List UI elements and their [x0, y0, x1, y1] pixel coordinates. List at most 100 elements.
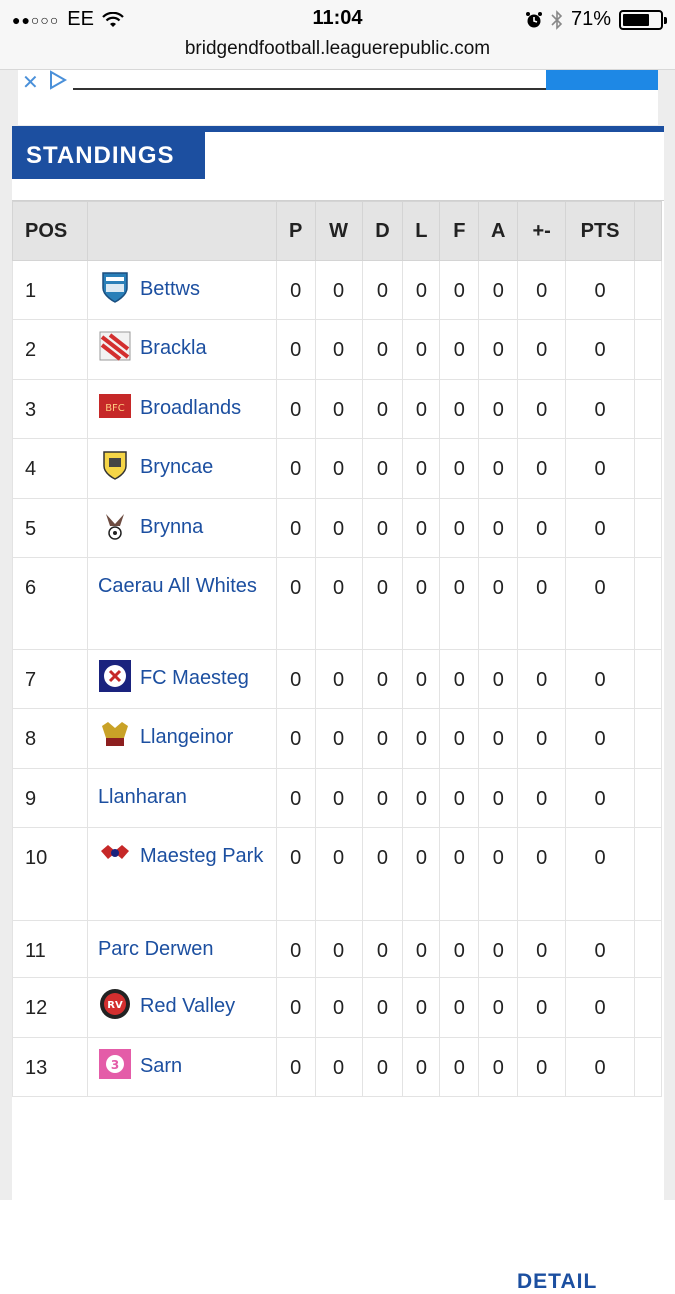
header-drawn[interactable]: D: [361, 201, 404, 261]
team-link[interactable]: Brackla: [139, 337, 207, 359]
row-stat-f: 0: [439, 557, 480, 650]
row-stat-f: 0: [439, 649, 480, 709]
ad-banner[interactable]: ✕: [18, 70, 658, 125]
header-against[interactable]: A: [478, 201, 519, 261]
bluetooth-icon: [551, 9, 563, 30]
row-team: Bettws: [86, 260, 277, 320]
team-crest-icon: [98, 659, 132, 693]
row-stat-p: 0: [275, 649, 316, 709]
row-stat-pts: 0: [565, 977, 636, 1038]
team-link[interactable]: Maesteg Park: [139, 845, 264, 867]
row-stat-f: 0: [439, 379, 480, 439]
row-stat-d: 0: [361, 920, 404, 978]
team-crest-icon: [98, 837, 132, 871]
row-stat-w: 0: [314, 708, 363, 769]
row-position: 10: [12, 827, 88, 921]
team-link[interactable]: Parc Derwen: [97, 938, 214, 960]
header-won[interactable]: W: [314, 201, 363, 261]
header-goal-diff[interactable]: +-: [517, 201, 567, 261]
team-link[interactable]: Bettws: [139, 278, 200, 300]
row-stat-l: 0: [402, 977, 441, 1038]
team-link[interactable]: Brynna: [139, 516, 204, 538]
standings-widget: STANDINGS POS P W D L F A +- PTS 1 Bettws…: [12, 126, 664, 1293]
row-team: RV Red Valley: [86, 977, 277, 1038]
table-row: 2 Brackla 0 0 0 0 0 0 0 0: [12, 319, 662, 380]
team-link[interactable]: Red Valley: [139, 995, 236, 1017]
team-crest-icon: [98, 329, 132, 363]
row-team: Maesteg Park: [86, 827, 277, 921]
row-stat-d: 0: [361, 379, 404, 439]
row-stat-l: 0: [402, 768, 441, 828]
team-link[interactable]: Bryncae: [139, 456, 214, 478]
row-stat-d: 0: [361, 557, 404, 650]
row-stat-pts: 0: [565, 708, 636, 769]
ad-close-icon[interactable]: ✕: [22, 72, 39, 94]
table-row: 1 Bettws 0 0 0 0 0 0 0 0: [12, 260, 662, 320]
team-link[interactable]: Caerau All Whites: [97, 575, 257, 597]
header-pos[interactable]: POS: [12, 201, 88, 261]
header-played[interactable]: P: [275, 201, 316, 261]
url-text: bridgendfootball.leaguerepublic.com: [184, 38, 491, 59]
address-bar[interactable]: bridgendfootball.leaguerepublic.com: [0, 36, 675, 70]
ad-button[interactable]: [546, 70, 658, 90]
row-spacer: [634, 708, 662, 769]
battery-level: [623, 13, 649, 26]
team-link[interactable]: Broadlands: [139, 397, 242, 419]
header-points[interactable]: PTS: [565, 201, 636, 261]
row-stat-pts: 0: [565, 649, 636, 709]
row-stat-p: 0: [275, 379, 316, 439]
row-team: BFC Broadlands: [86, 379, 277, 439]
row-stat-f: 0: [439, 260, 480, 320]
row-stat-diff: 0: [517, 498, 567, 558]
row-stat-d: 0: [361, 649, 404, 709]
row-stat-d: 0: [361, 1037, 404, 1097]
row-stat-d: 0: [361, 319, 404, 380]
row-spacer: [634, 498, 662, 558]
team-crest-icon: RV: [98, 987, 132, 1021]
row-stat-l: 0: [402, 1037, 441, 1097]
row-stat-pts: 0: [565, 827, 636, 921]
row-stat-diff: 0: [517, 827, 567, 921]
row-stat-p: 0: [275, 498, 316, 558]
header-lost[interactable]: L: [402, 201, 441, 261]
row-spacer: [634, 260, 662, 320]
row-spacer: [634, 827, 662, 921]
row-stat-pts: 0: [565, 1037, 636, 1097]
row-stat-pts: 0: [565, 379, 636, 439]
row-stat-pts: 0: [565, 557, 636, 650]
ad-divider: [73, 88, 546, 90]
detail-link[interactable]: DETAIL: [517, 1270, 598, 1293]
status-left: ●●○○○ EE: [12, 8, 124, 31]
row-stat-diff: 0: [517, 260, 567, 320]
team-link[interactable]: FC Maesteg: [139, 667, 249, 689]
header-for[interactable]: F: [439, 201, 480, 261]
row-spacer: [634, 977, 662, 1038]
team-link[interactable]: Sarn: [139, 1055, 183, 1077]
row-stat-a: 0: [478, 498, 519, 558]
team-crest-icon: [98, 718, 132, 752]
table-row: 8 Llangeinor 0 0 0 0 0 0 0 0: [12, 708, 662, 769]
row-stat-f: 0: [439, 977, 480, 1038]
row-stat-l: 0: [402, 708, 441, 769]
table-row: 10 Maesteg Park 0 0 0 0 0 0 0 0: [12, 827, 662, 921]
row-stat-pts: 0: [565, 438, 636, 499]
row-stat-l: 0: [402, 379, 441, 439]
standings-title: STANDINGS: [12, 132, 205, 179]
row-spacer: [634, 319, 662, 380]
carrier-name: EE: [67, 8, 94, 30]
table-row: 12 RV Red Valley 0 0 0 0 0 0 0 0: [12, 977, 662, 1038]
row-stat-p: 0: [275, 977, 316, 1038]
team-crest-icon: 3: [98, 1047, 132, 1081]
row-spacer: [634, 1037, 662, 1097]
row-stat-l: 0: [402, 260, 441, 320]
battery-icon: [619, 9, 667, 30]
team-crest-icon: [98, 448, 132, 482]
standings-body: 1 Bettws 0 0 0 0 0 0 0 0 2 Brackla 0 0 0 0 0 0 0 0 3 BFC Broad…: [12, 260, 662, 1097]
ad-choices-icon[interactable]: [48, 70, 68, 90]
team-link[interactable]: Llangeinor: [139, 726, 234, 748]
row-stat-a: 0: [478, 438, 519, 499]
team-link[interactable]: Llanharan: [97, 786, 187, 808]
header-divider: [12, 200, 664, 201]
header-team[interactable]: [86, 201, 277, 261]
status-bar: ●●○○○ EE 11:04 71%: [0, 0, 675, 36]
